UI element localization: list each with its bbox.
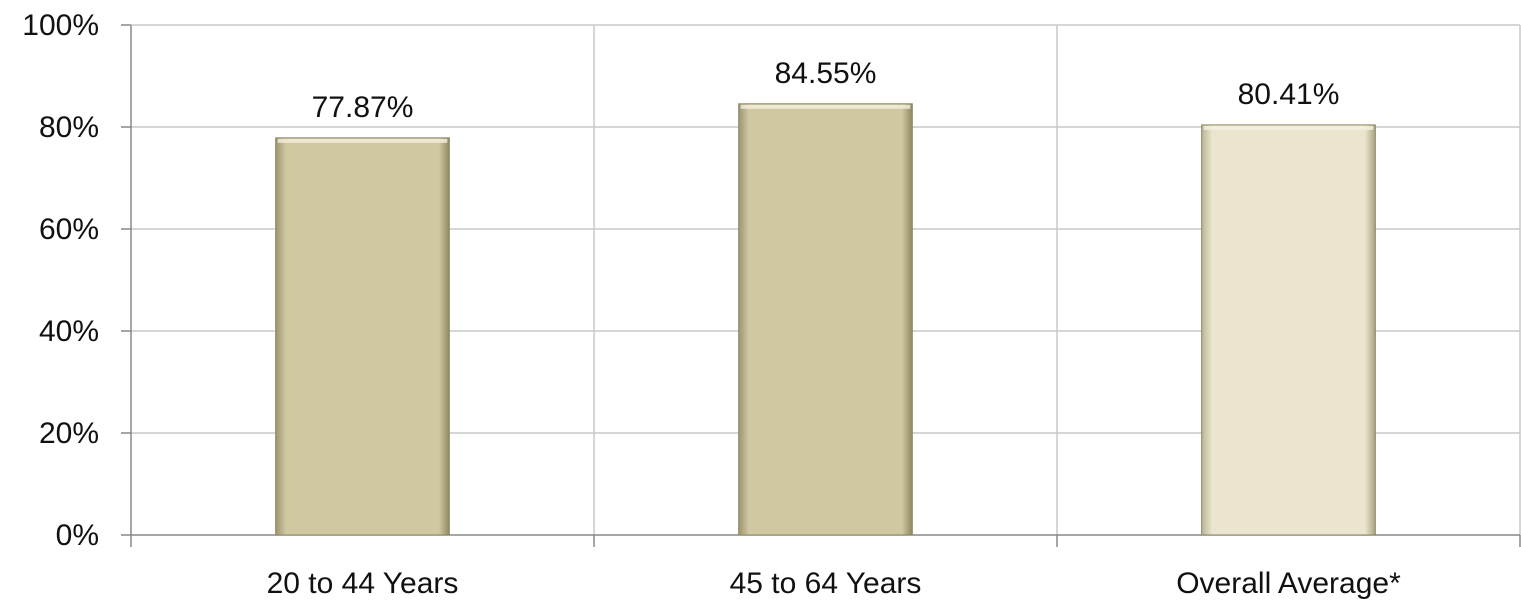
- x-category-label-0: 20 to 44 Years: [267, 567, 459, 600]
- bar-rect-1: [738, 103, 913, 536]
- y-tick-label-0: 0%: [56, 519, 99, 552]
- bar-value-label-2: 80.41%: [1238, 78, 1340, 111]
- y-tick-label-3: 60%: [39, 213, 99, 246]
- bar-0: [275, 137, 450, 536]
- bar-rect-2: [1201, 124, 1376, 536]
- y-tick-label-5: 100%: [22, 9, 99, 42]
- bar-value-label-1: 84.55%: [775, 57, 877, 90]
- x-category-label-1: 45 to 64 Years: [730, 567, 922, 600]
- bar-highlight-0: [277, 138, 448, 143]
- bar-1: [738, 103, 913, 536]
- y-tick-label-2: 40%: [39, 315, 99, 348]
- y-tick-label-1: 20%: [39, 417, 99, 450]
- y-tick-label-4: 80%: [39, 111, 99, 144]
- bar-rect-0: [275, 137, 450, 536]
- bars: [275, 103, 1376, 536]
- bar-highlight-2: [1203, 125, 1374, 130]
- bar-highlight-1: [740, 104, 911, 109]
- bar-value-label-0: 77.87%: [312, 91, 414, 124]
- x-category-label-2: Overall Average*: [1176, 567, 1401, 600]
- labels: 0% 20% 40% 60% 80% 100% 77.87% 20 to 44 Years 84…: [22, 9, 1401, 600]
- bar-2: [1201, 124, 1376, 536]
